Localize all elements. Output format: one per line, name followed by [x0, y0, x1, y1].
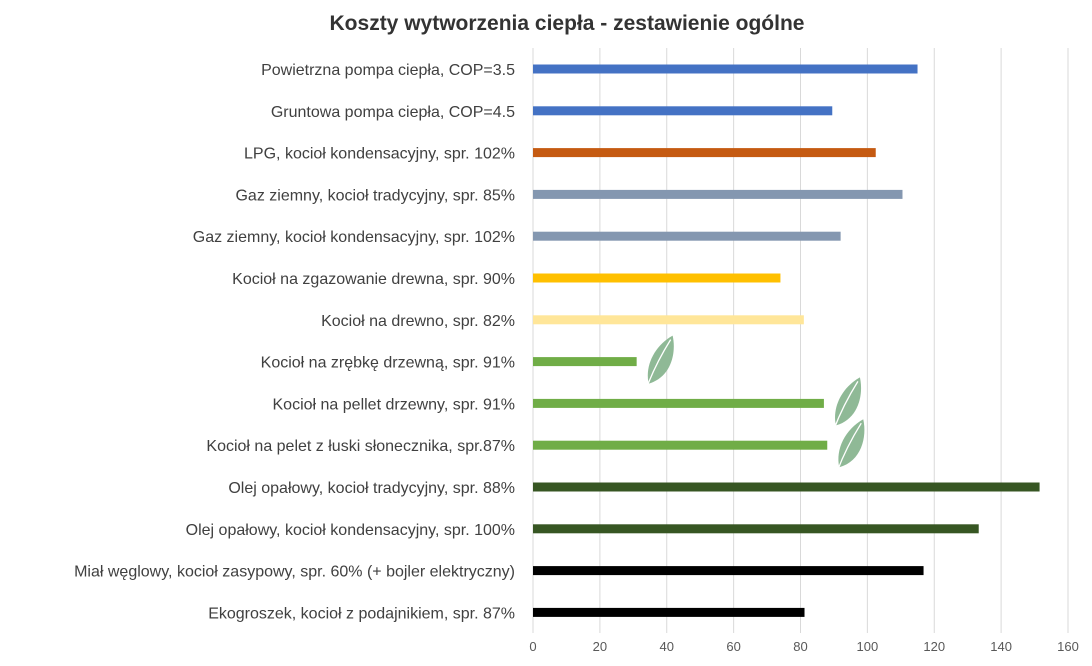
leaf-icon	[646, 335, 674, 388]
category-label: Gaz ziemny, kocioł kondensacyjny, spr. 1…	[193, 229, 515, 246]
category-label: Kocioł na drewno, spr. 82%	[321, 313, 515, 330]
category-label: Kocioł na zrębkę drzewną, spr. 91%	[261, 355, 515, 372]
category-label: Kocioł na pellet drzewny, spr. 91%	[273, 396, 516, 413]
category-label: Kocioł na pelet z łuski słonecznika, spr…	[206, 438, 515, 455]
category-label: Gaz ziemny, kocioł tradycyjny, spr. 85%	[235, 187, 515, 204]
x-tick-label: 0	[529, 639, 536, 654]
bar	[533, 482, 1040, 492]
category-label: Ekogroszek, kocioł z podajnikiem, spr. 8…	[208, 605, 515, 622]
bar	[533, 524, 979, 534]
category-label: Olej opałowy, kocioł tradycyjny, spr. 88…	[228, 480, 515, 497]
bar	[533, 273, 781, 283]
category-label: Miał węglowy, kocioł zasypowy, spr. 60% …	[74, 564, 515, 581]
bar	[533, 566, 924, 576]
bar	[533, 189, 903, 199]
category-label: Powietrzna pompa ciepła, COP=3.5	[261, 62, 515, 79]
category-label: Olej opałowy, kocioł kondensacyjny, spr.…	[186, 522, 515, 539]
bar	[533, 106, 833, 116]
bar	[533, 64, 918, 74]
bar	[533, 148, 876, 158]
bar	[533, 398, 824, 408]
x-tick-label: 140	[990, 639, 1012, 654]
bar	[533, 315, 804, 325]
bar	[533, 231, 841, 241]
x-tick-label: 40	[660, 639, 674, 654]
leaf-icon	[833, 377, 862, 430]
leaf-icon	[836, 419, 865, 472]
x-tick-label: 60	[726, 639, 740, 654]
x-tick-label: 120	[923, 639, 945, 654]
chart-title: Koszty wytworzenia ciepła - zestawienie …	[329, 12, 805, 35]
bar	[533, 607, 805, 617]
x-tick-label: 100	[857, 639, 879, 654]
category-label: LPG, kocioł kondensacyjny, spr. 102%	[244, 146, 515, 163]
bar	[533, 357, 637, 367]
category-label: Gruntowa pompa ciepła, COP=4.5	[271, 104, 515, 121]
category-label: Kocioł na zgazowanie drewna, spr. 90%	[232, 271, 515, 288]
x-tick-label: 20	[593, 639, 607, 654]
x-tick-label: 160	[1057, 639, 1079, 654]
bar	[533, 440, 828, 450]
x-tick-label: 80	[793, 639, 807, 654]
